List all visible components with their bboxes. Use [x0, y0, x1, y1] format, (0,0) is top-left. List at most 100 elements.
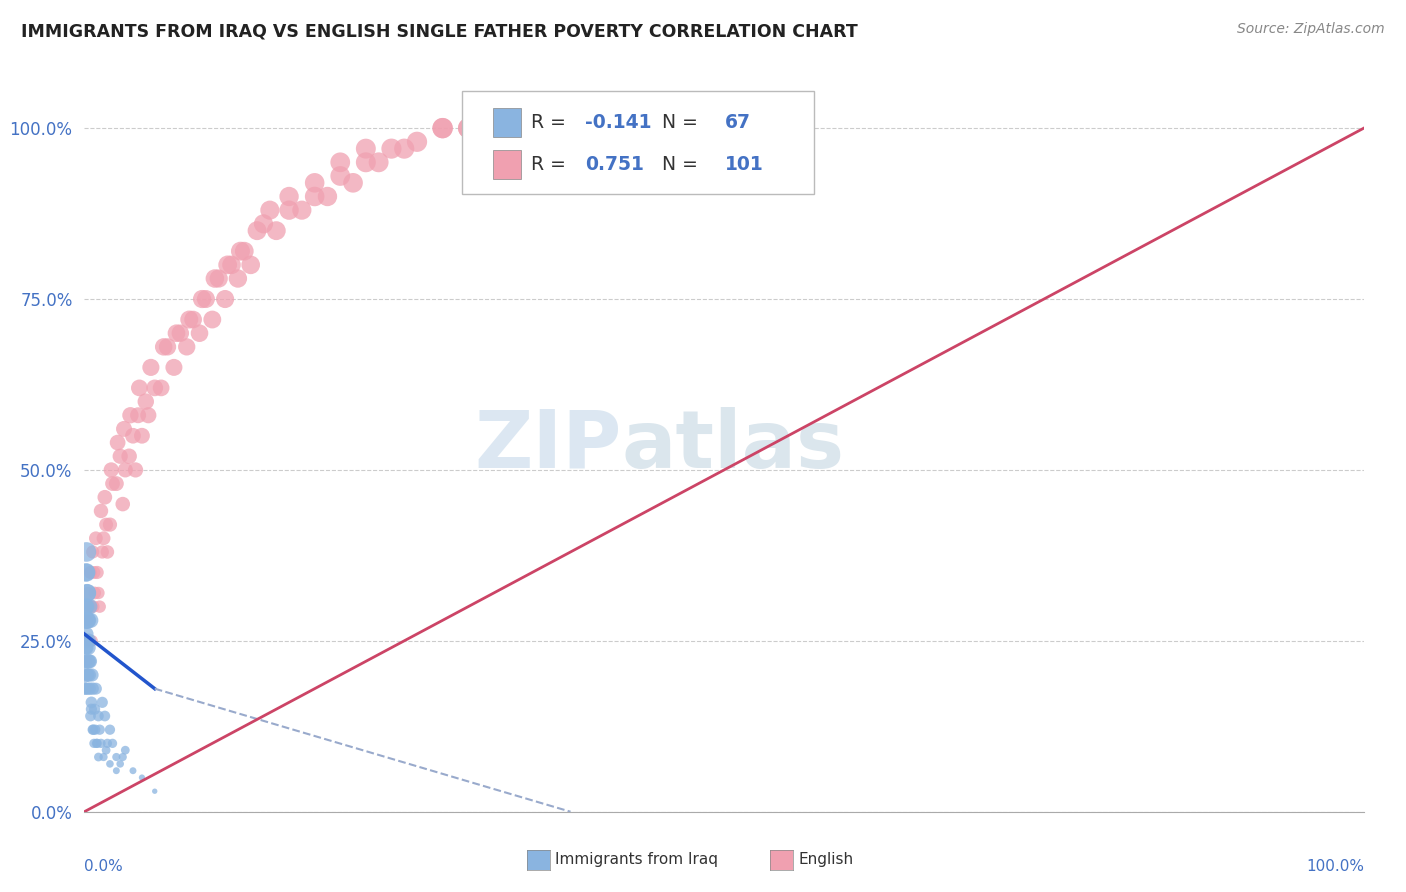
Point [75, 613, 97, 627]
Point [118, 449, 141, 463]
Point [131, 429, 153, 443]
Point [217, 258, 239, 272]
Point [122, 764, 145, 778]
Point [75, 633, 97, 648]
Text: ZIP: ZIP [474, 407, 621, 485]
Point [394, 142, 416, 156]
Point [278, 203, 301, 218]
Point [246, 224, 269, 238]
Point [179, 312, 201, 326]
Point [204, 271, 226, 285]
Point [156, 340, 179, 354]
Point [101, 736, 124, 750]
Text: 100.0%: 100.0% [1306, 859, 1364, 874]
Point [111, 750, 134, 764]
Point [79, 681, 101, 696]
Point [226, 271, 249, 285]
Point [75, 633, 97, 648]
Point [76, 586, 98, 600]
Point [239, 258, 262, 272]
Text: atlas: atlas [621, 407, 845, 485]
Point [108, 756, 131, 771]
Point [367, 155, 389, 169]
Point [194, 292, 217, 306]
Text: Immigrants from Iraq: Immigrants from Iraq [555, 853, 718, 867]
Point [80, 613, 103, 627]
Point [76, 613, 98, 627]
Point [82, 545, 104, 559]
Point [101, 476, 124, 491]
Point [152, 340, 174, 354]
Point [131, 771, 153, 785]
Point [176, 340, 198, 354]
Text: R =: R = [531, 155, 572, 174]
Point [470, 121, 492, 136]
Point [75, 681, 97, 696]
Point [105, 476, 128, 491]
Point [86, 736, 108, 750]
Point [77, 654, 100, 668]
Point [77, 654, 100, 668]
Point [75, 599, 97, 614]
Point [82, 723, 104, 737]
Point [354, 155, 377, 169]
Point [329, 155, 352, 169]
Text: N =: N = [657, 112, 704, 132]
Point [188, 326, 211, 341]
Point [94, 743, 117, 757]
Point [108, 449, 131, 463]
Point [84, 723, 107, 737]
Point [77, 640, 100, 655]
Point [86, 736, 108, 750]
Point [105, 750, 128, 764]
Point [406, 135, 429, 149]
Text: 67: 67 [725, 112, 751, 132]
Point [75, 599, 97, 614]
Point [80, 702, 103, 716]
Point [304, 176, 326, 190]
Point [90, 504, 112, 518]
Point [75, 668, 97, 682]
Point [75, 681, 97, 696]
Point [75, 654, 97, 668]
Point [80, 566, 103, 580]
Point [138, 409, 160, 423]
Point [329, 169, 352, 183]
Point [76, 640, 98, 655]
Point [83, 566, 105, 580]
Point [98, 517, 121, 532]
Point [79, 599, 101, 614]
Point [91, 695, 114, 709]
Point [278, 189, 301, 203]
Point [457, 121, 479, 136]
FancyBboxPatch shape [492, 150, 520, 179]
Point [127, 409, 149, 423]
Point [79, 654, 101, 668]
Point [105, 764, 128, 778]
FancyBboxPatch shape [492, 108, 520, 136]
Point [75, 545, 97, 559]
Point [169, 326, 191, 341]
Point [76, 613, 98, 627]
Point [91, 545, 114, 559]
Point [82, 681, 104, 696]
Point [84, 531, 107, 545]
Text: 0.0%: 0.0% [84, 859, 124, 874]
Point [252, 217, 274, 231]
Point [83, 702, 105, 716]
Text: 0.751: 0.751 [585, 155, 644, 174]
Point [84, 681, 107, 696]
Point [89, 723, 111, 737]
Point [77, 668, 100, 682]
Point [166, 326, 188, 341]
Text: IMMIGRANTS FROM IRAQ VS ENGLISH SINGLE FATHER POVERTY CORRELATION CHART: IMMIGRANTS FROM IRAQ VS ENGLISH SINGLE F… [21, 22, 858, 40]
Point [201, 312, 224, 326]
Point [77, 613, 100, 627]
Text: -0.141: -0.141 [585, 112, 651, 132]
Point [75, 627, 97, 641]
Point [79, 668, 101, 682]
Point [73, 668, 96, 682]
Point [80, 668, 103, 682]
Point [98, 723, 121, 737]
Point [86, 566, 108, 580]
